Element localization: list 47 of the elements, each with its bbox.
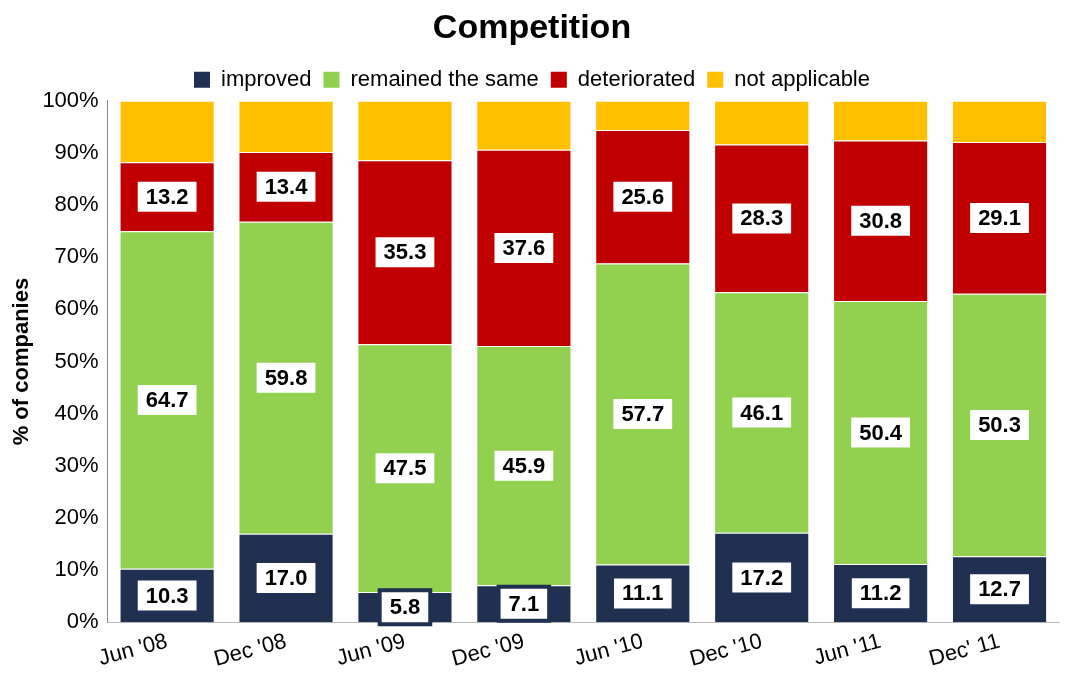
legend-label: deteriorated (577, 65, 696, 91)
data-label: 35.3 (383, 239, 427, 265)
data-label: 13.4 (264, 173, 309, 199)
y-tick-label: 50% (54, 347, 99, 373)
y-tick-label: 60% (54, 295, 99, 321)
y-tick-label: 40% (54, 399, 99, 425)
data-label: 17.2 (740, 564, 784, 590)
data-label: 7.1 (508, 590, 540, 616)
legend-label: not applicable (734, 65, 870, 91)
legend-label: remained the same (350, 65, 539, 91)
data-label: 50.4 (859, 419, 903, 445)
y-axis-title: % of companies (8, 277, 34, 446)
legend-label: improved (221, 65, 312, 91)
y-tick-label: 100% (42, 86, 99, 112)
x-tick-label: Dec '08 (211, 627, 289, 671)
data-label: 37.6 (502, 234, 546, 260)
data-label: 28.3 (740, 205, 784, 231)
y-tick-label: 80% (54, 191, 99, 217)
chart-title: Competition (432, 6, 632, 45)
data-label: 5.8 (389, 594, 421, 620)
data-label: 11.2 (859, 580, 902, 606)
data-label: 25.6 (621, 183, 665, 209)
data-label: 17.0 (264, 565, 308, 591)
data-label: 30.8 (859, 207, 903, 233)
x-tick-label: Dec '09 (448, 627, 527, 671)
data-label: 64.7 (145, 386, 189, 412)
data-label: 59.8 (264, 364, 308, 390)
x-tick-label: Dec' 11 (926, 627, 1003, 671)
x-tick-label: Jun '10 (571, 627, 646, 670)
data-label: 11.1 (621, 580, 664, 606)
y-tick-label: 20% (54, 504, 99, 530)
x-tick-label: Jun '11 (810, 627, 884, 670)
data-label: 46.1 (740, 399, 784, 425)
data-label: 10.3 (145, 582, 189, 608)
y-tick-label: 90% (54, 139, 99, 165)
x-tick-label: Dec '10 (686, 627, 765, 671)
data-label: 57.7 (621, 401, 665, 427)
x-tick-label: Jun '09 (333, 627, 408, 670)
data-label: 45.9 (502, 452, 546, 478)
data-label: 50.3 (978, 412, 1021, 438)
data-label: 29.1 (978, 204, 1021, 230)
data-label: 12.7 (978, 576, 1021, 602)
y-tick-label: 70% (54, 243, 99, 269)
y-tick-label: 30% (54, 451, 99, 477)
data-label: 13.2 (145, 183, 189, 209)
y-tick-label: 10% (54, 556, 99, 582)
data-label: 47.5 (383, 455, 427, 481)
